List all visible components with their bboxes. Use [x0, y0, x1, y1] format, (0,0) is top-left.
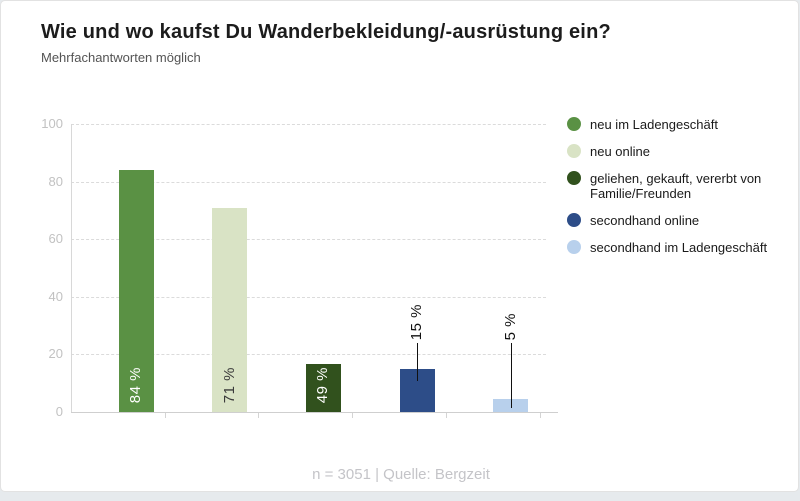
chart-legend: neu im Ladengeschäft neu online geliehen, … [567, 117, 787, 255]
x-axis-line [71, 412, 558, 413]
x-axis-tick [258, 413, 260, 418]
x-axis-tick [352, 413, 354, 418]
legend-item[interactable]: neu im Ladengeschäft [567, 117, 787, 132]
source-note: n = 3051 | Quelle: Bergzeit [312, 466, 490, 483]
gridline [71, 239, 546, 241]
legend-item-label: geliehen, gekauft, vererbt von Familie/F… [590, 171, 762, 201]
bar-value-label: 5 % [501, 312, 519, 340]
bar-value-label: 49 % [314, 366, 332, 403]
legend-swatch-icon [567, 117, 581, 131]
gridline [71, 354, 546, 356]
x-axis-tick [445, 413, 447, 418]
callout-line [417, 343, 419, 381]
gridline [71, 181, 546, 183]
bar[interactable] [305, 364, 341, 412]
legend-swatch-icon [567, 144, 581, 158]
y-axis-label: 60 [48, 231, 63, 247]
legend-swatch-icon [567, 240, 581, 254]
chart-subtitle: Mehrfachantworten möglich [41, 50, 201, 65]
bar-value-label: 84 % [127, 366, 144, 403]
y-axis-label: 100 [41, 116, 63, 131]
legend-item[interactable]: secondhand online [567, 213, 787, 228]
y-axis-line [71, 124, 72, 412]
gridline [71, 124, 546, 125]
legend-item-label: neu im Ladengeschäft [590, 117, 718, 132]
legend-item-label: secondhand im Ladengeschäft [590, 240, 768, 255]
bar[interactable] [118, 170, 154, 412]
y-axis-label: 0 [55, 404, 63, 419]
legend-item[interactable]: geliehen, gekauft, vererbt von Familie/F… [567, 171, 787, 201]
bar-value-label: 71 % [220, 366, 238, 403]
legend-item-label: neu online [590, 144, 650, 159]
chart-title: Wie und wo kaufst Du Wanderbekleidung/-a… [41, 21, 611, 43]
bar[interactable] [212, 207, 248, 412]
bar-value-label: 15 % [408, 303, 426, 340]
callout-line [510, 343, 512, 409]
x-axis-tick [164, 413, 166, 418]
legend-swatch-icon [567, 171, 581, 185]
legend-item[interactable]: secondhand im Ladengeschäft [567, 240, 787, 255]
legend-swatch-icon [567, 213, 581, 227]
x-axis-tick [539, 413, 541, 418]
y-axis-label: 80 [48, 173, 63, 189]
legend-item-label: secondhand online [590, 213, 700, 228]
y-axis-label: 40 [48, 288, 63, 304]
y-axis-label: 20 [48, 346, 63, 362]
gridline [71, 296, 546, 298]
legend-item[interactable]: neu online [567, 144, 787, 159]
